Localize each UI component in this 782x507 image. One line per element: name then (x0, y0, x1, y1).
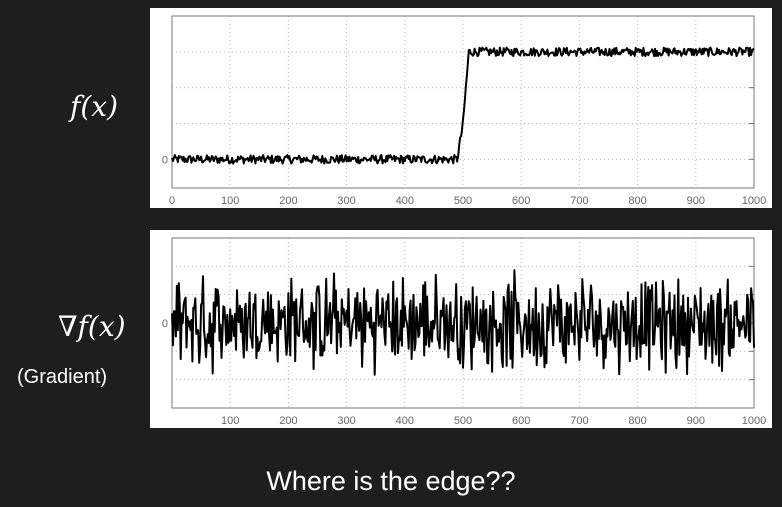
x-tick-label: 600 (512, 415, 530, 427)
caption: Where is the edge?? (266, 466, 516, 496)
x-tick-label: 300 (337, 195, 355, 207)
y-tick-label: 0 (162, 318, 168, 330)
x-tick-label: 900 (687, 195, 705, 207)
x-tick-label: 700 (570, 415, 588, 427)
x-tick-label: 1000 (742, 415, 766, 427)
x-tick-label: 700 (570, 195, 588, 207)
gradient-f-x-label: ∇f(x) (58, 310, 126, 343)
x-tick-label: 500 (454, 415, 472, 427)
x-tick-label: 200 (279, 195, 297, 207)
f-x-label: f(x) (70, 90, 119, 123)
top-plot: 0 100 200 300 400 500 600 700 800 900 1000 0 (162, 15, 766, 207)
x-tick-label: 400 (396, 195, 414, 207)
x-tick-label: 300 (337, 415, 355, 427)
bottom-plot-panel: 100 200 300 400 500 600 700 800 900 1000 0 (150, 230, 772, 428)
axes-box (171, 15, 755, 189)
x-tick-label: 400 (396, 415, 414, 427)
x-tick-label: 800 (628, 195, 646, 207)
x-tick-label: 0 (169, 195, 175, 207)
y-tick-label: 0 (162, 154, 168, 166)
x-tick-label: 1000 (742, 195, 766, 207)
x-tick-label: 200 (279, 415, 297, 427)
signal-line (171, 46, 755, 165)
x-tick-label: 100 (221, 415, 239, 427)
x-tick-label: 900 (687, 415, 705, 427)
gradient-label: (Gradient) (17, 366, 108, 388)
x-tick-label: 800 (628, 415, 646, 427)
x-tick-label: 100 (221, 195, 239, 207)
top-plot-panel: 0 100 200 300 400 500 600 700 800 900 1000 0 (150, 8, 772, 208)
x-tick-label: 500 (454, 195, 472, 207)
signal-line (171, 269, 755, 376)
bottom-plot: 100 200 300 400 500 600 700 800 900 1000 0 (162, 237, 766, 427)
x-tick-label: 600 (512, 195, 530, 207)
